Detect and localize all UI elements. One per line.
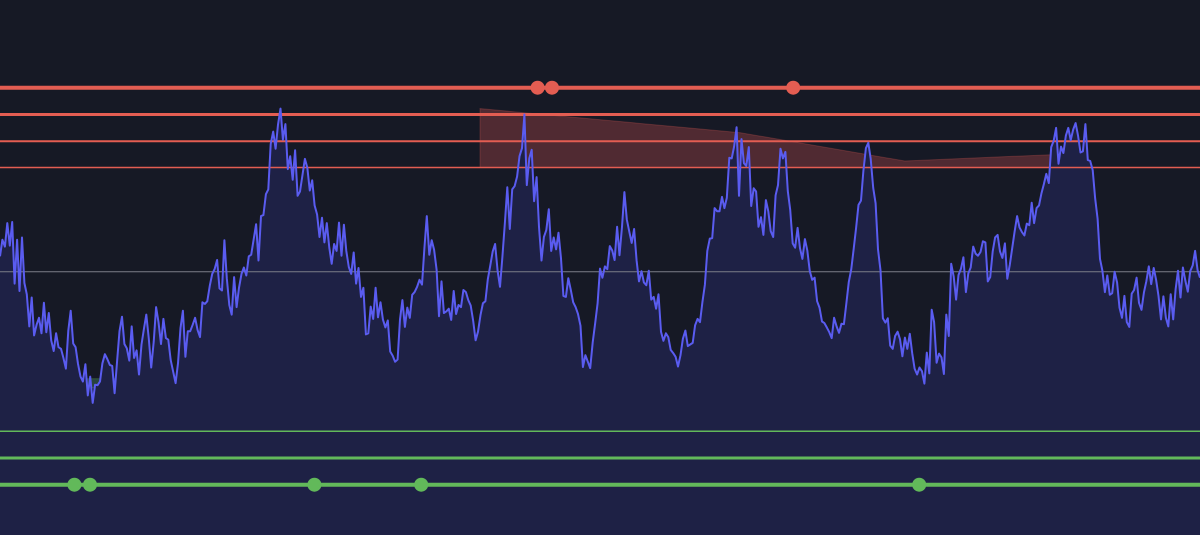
levels-layer (0, 85, 1200, 487)
resistance-marker-2 (545, 80, 559, 95)
price-series-layer (0, 107, 1200, 404)
markers-layer (67, 80, 927, 492)
support-marker-5 (912, 477, 927, 492)
support-marker-2 (83, 477, 97, 492)
resistance-marker-1 (530, 80, 545, 95)
price-area-layer (0, 108, 1200, 535)
support-marker-3 (307, 477, 322, 492)
support-marker-4 (414, 477, 429, 492)
price-line (0, 107, 1200, 404)
price-area-fill (0, 108, 1200, 535)
resistance-marker-3 (786, 80, 801, 95)
support-marker-1 (67, 477, 82, 492)
